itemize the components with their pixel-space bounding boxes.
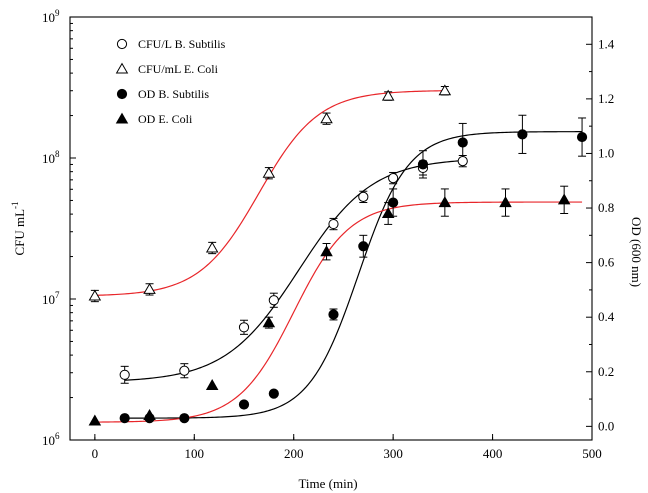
open-triangle-marker <box>115 62 129 74</box>
filled-triangle-marker <box>205 379 219 390</box>
open-circle-marker <box>179 365 190 376</box>
x-tick-label: 400 <box>483 446 503 461</box>
y-left-axis-title: CFU mL-1 <box>10 201 27 255</box>
plot-frame <box>69 16 593 441</box>
y-right-tick-label: 0.0 <box>598 418 614 433</box>
y-left-tick-label: 108 <box>42 149 60 166</box>
open-triangle-marker <box>381 89 395 101</box>
legend-label: CFU/mL E. Coli <box>138 62 219 76</box>
filled-circle-marker <box>517 129 528 140</box>
fit-curve <box>124 159 463 381</box>
x-tick-label: 100 <box>185 446 205 461</box>
open-circle-marker <box>268 295 279 306</box>
fit-curve <box>94 201 583 423</box>
filled-circle-marker <box>238 399 250 410</box>
legend-item: OD B. Subtilis <box>116 87 209 101</box>
filled-triangle-marker <box>262 316 276 328</box>
filled-triangle-marker <box>115 112 129 124</box>
filled-circle-marker <box>268 388 279 399</box>
axes: 0 100 200 300 400 500 106 107 108 109 0.0 0.2 0.4 0.6… <box>10 8 615 461</box>
legend-item: CFU/mL E. Coli <box>115 62 219 76</box>
filled-circle-marker <box>116 88 128 100</box>
filled-triangle-marker <box>381 207 395 219</box>
x-tick-label: 300 <box>383 446 403 461</box>
x-tick-label: 0 <box>92 446 99 461</box>
legend: CFU/L B. Subtilis CFU/mL E. Coli OD B. Sub… <box>115 37 226 126</box>
filled-triangle-marker <box>557 193 571 205</box>
filled-circle-marker <box>358 241 369 252</box>
filled-circle-marker <box>328 309 339 320</box>
y-left-tick-label: 107 <box>42 290 60 307</box>
filled-circle-marker <box>388 197 399 208</box>
legend-label: CFU/L B. Subtilis <box>138 37 226 51</box>
legend-item: CFU/L B. Subtilis <box>116 37 226 51</box>
y-right-tick-label: 1.4 <box>598 36 615 51</box>
legend-item: OD E. Coli <box>115 112 193 126</box>
x-axis-title: Time (min) <box>298 476 357 491</box>
error-bars <box>90 85 587 384</box>
filled-circle-marker <box>179 413 190 424</box>
data-markers <box>88 84 588 426</box>
filled-triangle-marker <box>320 245 333 257</box>
y-left-tick-label: 109 <box>42 8 60 25</box>
x-tick-label: 500 <box>582 446 602 461</box>
filled-circle-marker <box>417 159 429 170</box>
open-circle-marker <box>238 322 250 333</box>
filled-triangle-marker <box>143 409 156 420</box>
open-triangle-marker <box>88 289 102 301</box>
open-circle-marker <box>358 191 369 202</box>
filled-triangle-marker <box>438 196 452 208</box>
open-triangle-marker <box>205 241 219 253</box>
open-circle-marker <box>457 156 468 167</box>
y-left-tick-label: 106 <box>42 431 60 448</box>
y-right-axis-title: OD (600 nm) <box>629 217 644 287</box>
filled-triangle-marker <box>88 414 102 426</box>
open-triangle-marker <box>143 282 156 294</box>
filled-circle-marker <box>576 131 588 143</box>
y-right-tick-label: 0.2 <box>598 364 614 379</box>
y-right-tick-label: 1.2 <box>598 91 614 106</box>
open-circle-marker <box>388 173 399 184</box>
y-right-tick-label: 0.4 <box>598 309 615 324</box>
x-tick-label: 200 <box>284 446 304 461</box>
open-circle-marker <box>116 38 128 50</box>
open-circle-marker <box>328 218 339 230</box>
y-right-tick-label: 0.8 <box>598 200 614 215</box>
legend-label: OD E. Coli <box>138 112 193 126</box>
legend-label: OD B. Subtilis <box>138 87 209 101</box>
open-triangle-marker <box>438 84 452 96</box>
filled-circle-marker <box>457 137 468 148</box>
filled-circle-marker <box>119 413 130 424</box>
y-right-tick-label: 1.0 <box>598 145 614 160</box>
open-triangle-marker <box>320 112 333 124</box>
fit-curves <box>94 90 583 423</box>
fit-curve <box>124 131 583 419</box>
filled-triangle-marker <box>499 196 512 208</box>
open-circle-marker <box>119 369 130 380</box>
open-triangle-marker <box>262 166 276 178</box>
y-right-tick-label: 0.6 <box>598 255 615 270</box>
